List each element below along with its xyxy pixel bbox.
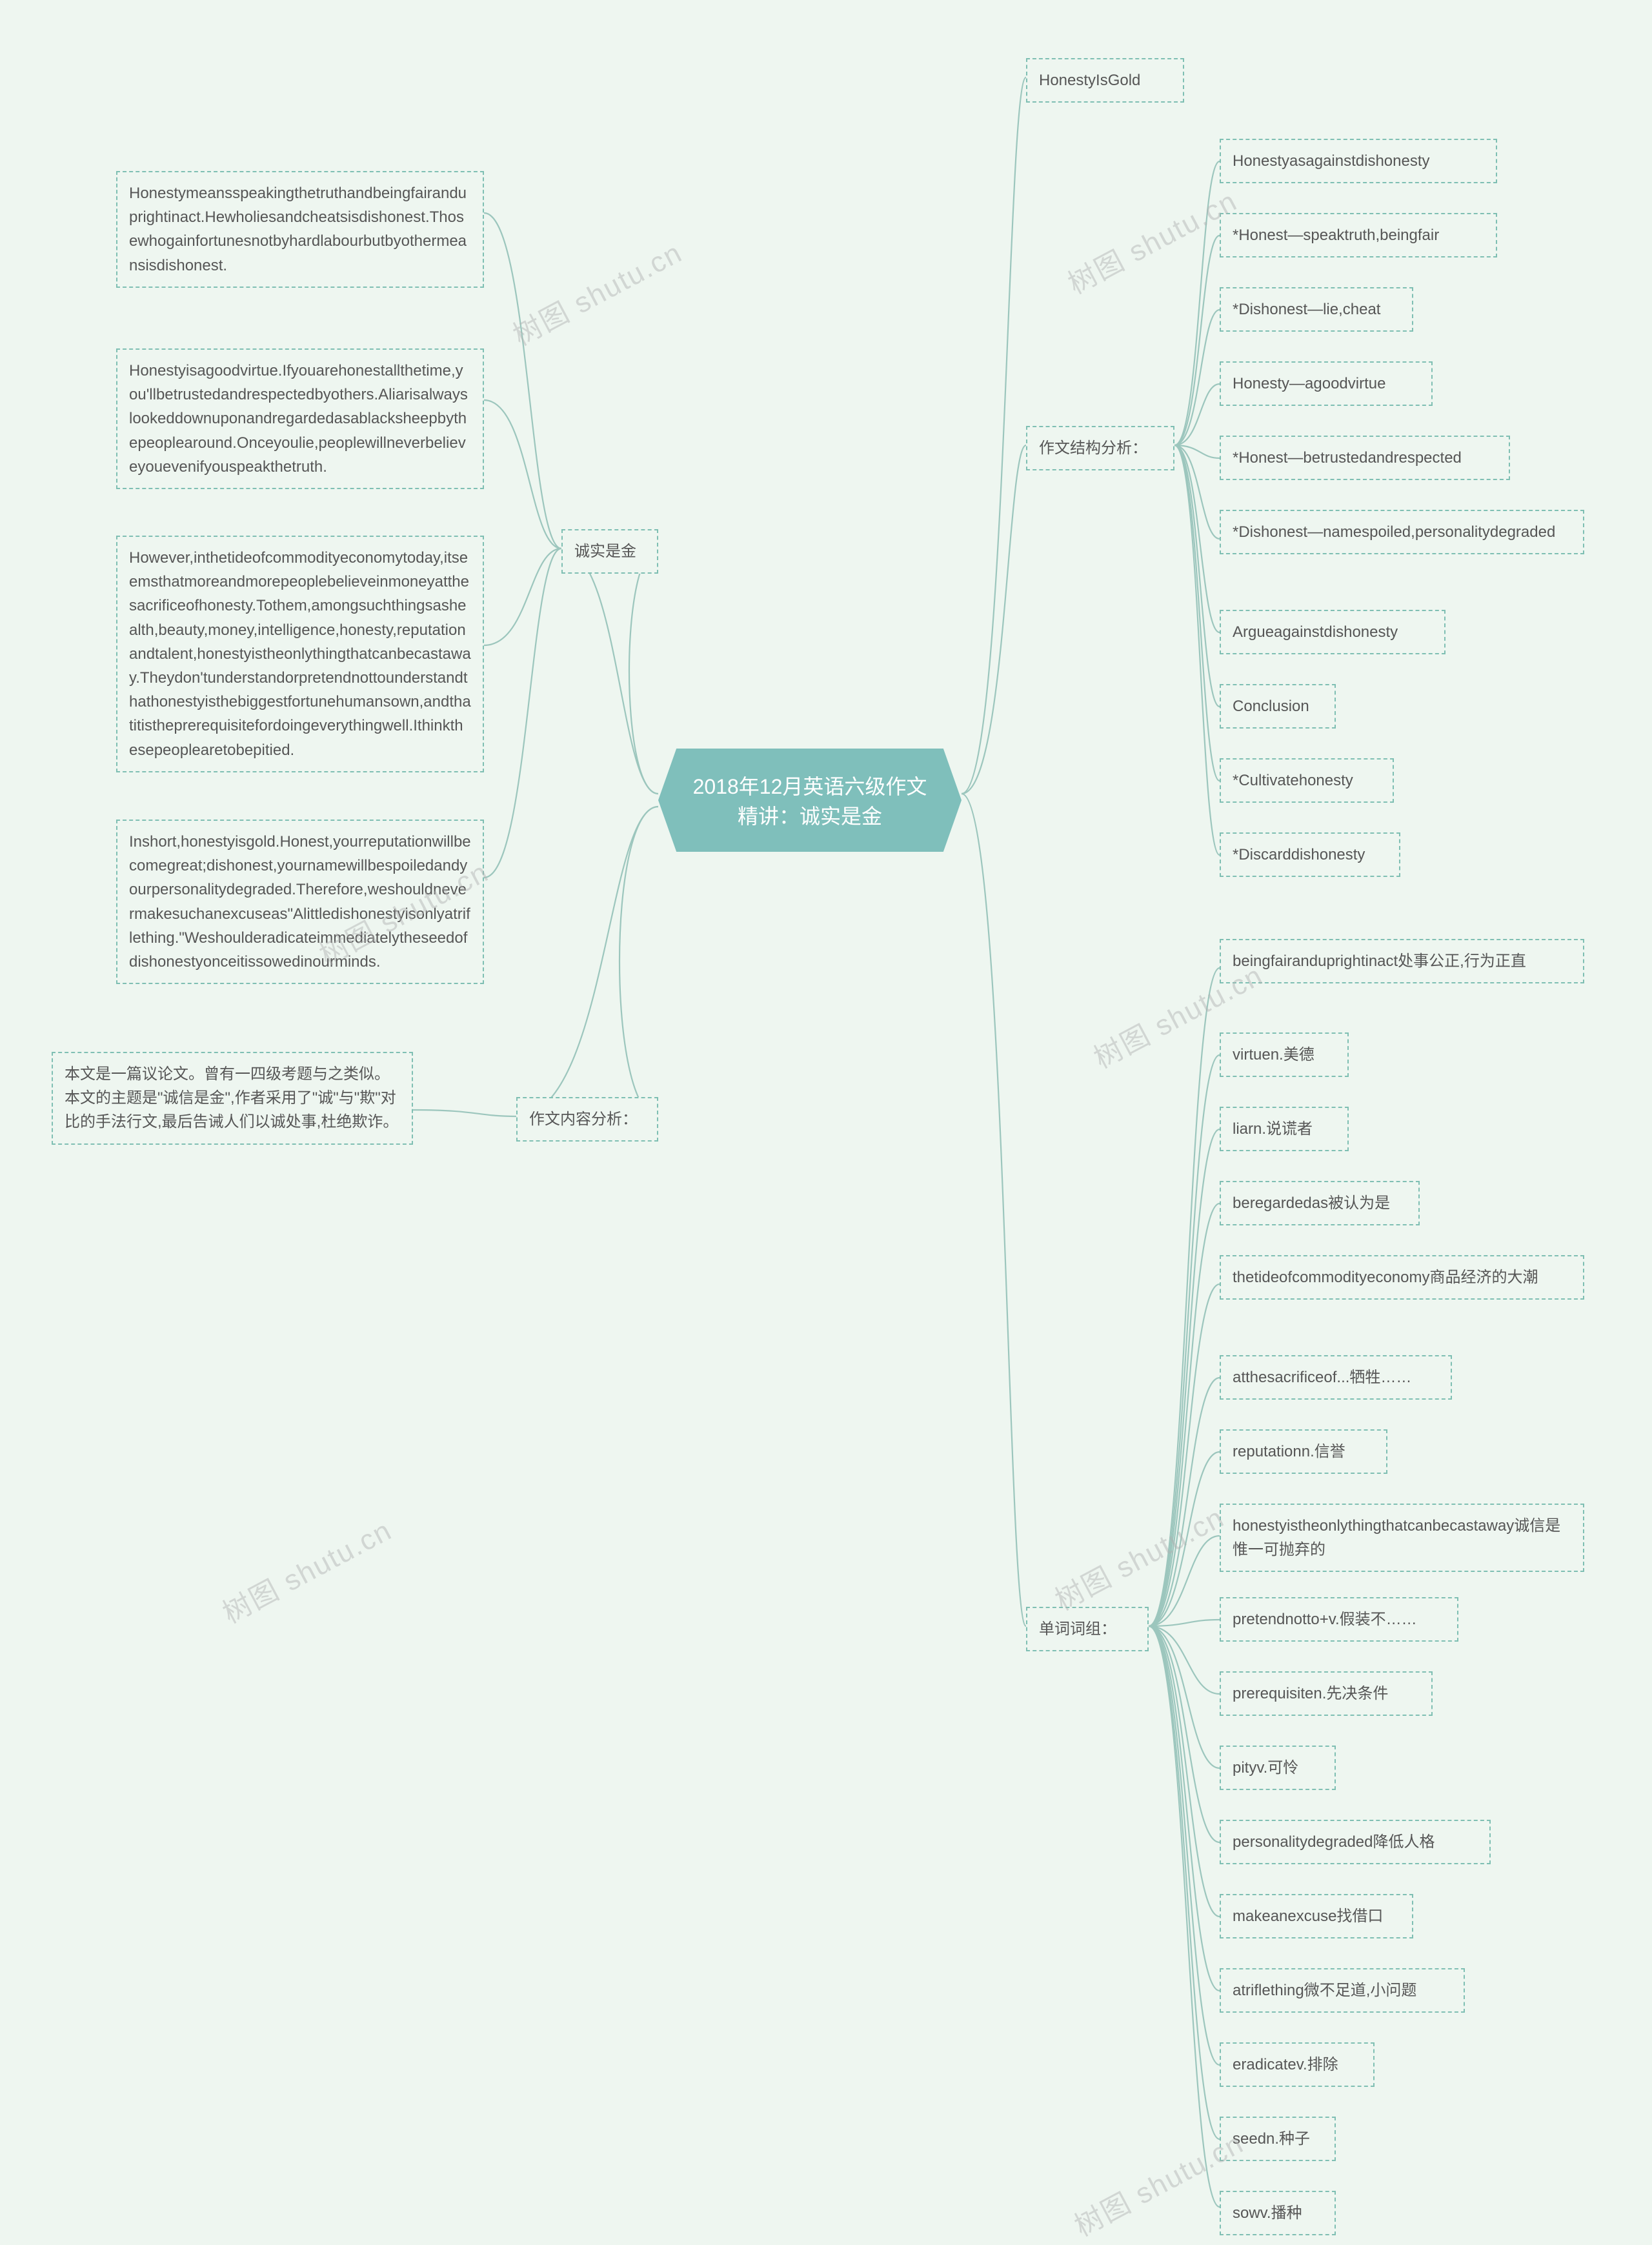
watermark: 树图 shutu.cn (1047, 1495, 1231, 1618)
vocab-item-4[interactable]: beregardedas被认为是 (1220, 1181, 1420, 1225)
structure-item-6[interactable]: *Dishonest—namespoiled,personalitydegrad… (1220, 510, 1584, 554)
structure-item-7[interactable]: Argueagainstdishonesty (1220, 610, 1446, 654)
vocab-item-3[interactable]: liarn.说谎者 (1220, 1107, 1349, 1151)
vocab-item-8[interactable]: honestyistheonlythingthatcanbecastaway诚信… (1220, 1504, 1584, 1572)
essay-paragraph-1[interactable]: Honestymeansspeakingthetruthandbeingfair… (116, 171, 484, 288)
left-branch-content-analysis-label: 作文内容分析： (529, 1111, 638, 1128)
left-branch-essay-label: 诚实是金 (574, 543, 636, 560)
vocab-item-2[interactable]: virtuen.美德 (1220, 1032, 1349, 1077)
vocab-item-16[interactable]: seedn.种子 (1220, 2117, 1336, 2161)
center-title-line2: 精讲：诚实是金 (738, 805, 882, 828)
watermark: 树图 shutu.cn (505, 230, 689, 354)
structure-item-8[interactable]: Conclusion (1220, 684, 1336, 729)
vocab-item-5[interactable]: thetideofcommodityeconomy商品经济的大潮 (1220, 1255, 1584, 1300)
essay-paragraph-2[interactable]: Honestyisagoodvirtue.Ifyouarehonestallth… (116, 348, 484, 489)
content-analysis-text[interactable]: 本文是一篇议论文。曾有一四级考题与之类似。本文的主题是"诚信是金",作者采用了"… (52, 1052, 413, 1145)
vocab-item-12[interactable]: personalitydegraded降低人格 (1220, 1820, 1491, 1864)
left-branch-essay[interactable]: 诚实是金 (561, 529, 658, 574)
vocab-item-14[interactable]: atriflething微不足道,小问题 (1220, 1968, 1465, 2013)
structure-item-2[interactable]: *Honest—speaktruth,beingfair (1220, 213, 1497, 257)
structure-item-3[interactable]: *Dishonest—lie,cheat (1220, 287, 1413, 332)
vocab-item-1[interactable]: beingfairanduprightinact处事公正,行为正直 (1220, 939, 1584, 983)
center-title-line1: 2018年12月英语六级作文 (693, 775, 927, 798)
right-branch-structure[interactable]: 作文结构分析： (1026, 426, 1174, 470)
vocab-item-9[interactable]: pretendnotto+v.假装不…… (1220, 1597, 1458, 1642)
vocab-item-15[interactable]: eradicatev.排除 (1220, 2042, 1375, 2087)
structure-item-4[interactable]: Honesty—agoodvirtue (1220, 361, 1433, 406)
watermark: 树图 shutu.cn (1060, 178, 1244, 302)
right-branch-honesty-is-gold[interactable]: HonestyIsGold (1026, 58, 1184, 103)
right-branch-vocabulary[interactable]: 单词词组： (1026, 1607, 1149, 1651)
essay-paragraph-4[interactable]: Inshort,honestyisgold.Honest,yourreputat… (116, 820, 484, 984)
structure-item-5[interactable]: *Honest—betrustedandrespected (1220, 436, 1510, 480)
vocab-item-10[interactable]: prerequisiten.先决条件 (1220, 1671, 1433, 1716)
structure-item-1[interactable]: Honestyasagainstdishonesty (1220, 139, 1497, 183)
vocab-item-13[interactable]: makeanexcuse找借口 (1220, 1894, 1413, 1938)
watermark: 树图 shutu.cn (214, 1507, 398, 1631)
left-branch-content-analysis[interactable]: 作文内容分析： (516, 1097, 658, 1142)
structure-item-10[interactable]: *Discarddishonesty (1220, 832, 1400, 877)
center-node[interactable]: 2018年12月英语六级作文 精讲：诚实是金 (658, 749, 962, 852)
vocab-item-17[interactable]: sowv.播种 (1220, 2191, 1336, 2235)
vocab-item-11[interactable]: pityv.可怜 (1220, 1746, 1336, 1790)
vocab-item-6[interactable]: atthesacrificeof...牺牲…… (1220, 1355, 1452, 1400)
vocab-item-7[interactable]: reputationn.信誉 (1220, 1429, 1387, 1474)
essay-paragraph-3[interactable]: However,inthetideofcommodityeconomytoday… (116, 536, 484, 772)
structure-item-9[interactable]: *Cultivatehonesty (1220, 758, 1394, 803)
